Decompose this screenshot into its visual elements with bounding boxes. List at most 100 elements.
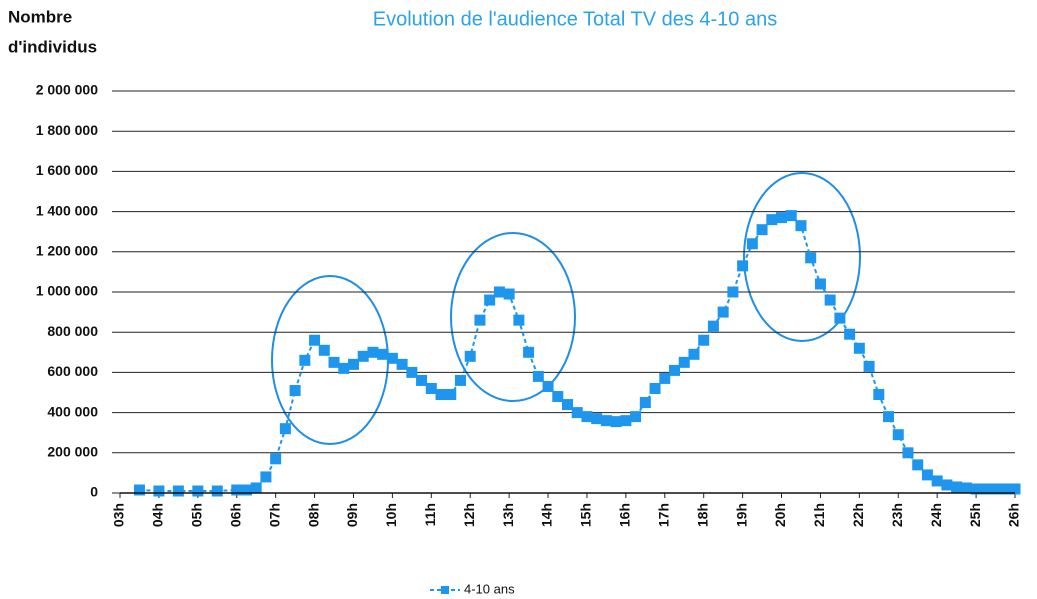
x-tick-label: 10h [383,503,399,527]
data-point [153,485,165,497]
data-point [960,482,972,494]
x-tick-label: 05h [189,503,205,527]
data-point [347,358,359,370]
y-tick-label: 0 [90,484,98,500]
data-point [406,366,418,378]
data-point [231,484,243,496]
data-point [464,350,476,362]
data-point [883,411,895,423]
data-point [289,384,301,396]
data-point [562,399,573,411]
data-point [367,346,379,358]
x-tick-label: 07h [266,503,282,527]
x-tick-label: 14h [539,503,555,527]
data-point [192,485,204,497]
data-point [309,334,321,346]
data-point [990,483,1002,495]
x-tick-label: 22h [850,503,866,527]
data-point [377,348,389,360]
data-point [532,370,544,382]
legend-marker [441,586,449,594]
data-point [912,459,924,471]
data-point [766,214,778,226]
data-point [416,374,428,386]
data-point [513,314,525,326]
data-point [678,356,690,368]
data-point [941,479,953,491]
data-point [669,364,681,376]
data-point [902,447,914,459]
data-point [474,314,486,326]
data-point [484,294,496,306]
data-point [639,397,651,409]
data-point [970,483,982,495]
data-point [542,380,554,392]
data-point [318,344,330,356]
data-point [591,413,603,425]
x-tick-label: 15h [578,503,594,527]
data-point [980,483,992,495]
data-point [659,372,671,384]
chart-title: Evolution de l'audience Total TV des 4-1… [373,8,777,30]
data-point [279,423,291,435]
data-point [814,278,826,290]
y-tick-label: 1 000 000 [36,283,98,299]
x-tick-label: 03h [111,503,127,527]
y-tick-label: 600 000 [47,363,98,379]
x-tick-label: 24h [928,503,944,527]
y-tick-label: 1 800 000 [36,122,98,138]
data-point [776,212,788,224]
data-point [600,415,612,427]
x-tick-label: 11h [422,503,438,526]
data-point [795,220,807,232]
data-point [581,411,593,423]
highlight-ellipse [743,172,861,342]
data-point [785,210,797,222]
data-point [1009,483,1021,495]
data-point [523,346,535,358]
data-point [688,348,700,360]
data-point [503,288,515,300]
data-point [737,260,749,272]
data-point [805,252,817,264]
x-tick-label: 23h [889,503,905,527]
y-tick-label: 2 000 000 [36,82,98,98]
data-point [824,294,836,306]
data-point [552,391,564,403]
data-point [873,389,885,401]
x-tick-label: 18h [694,503,710,527]
y-axis-label: Nombre [8,7,72,26]
x-tick-label: 12h [461,503,477,527]
y-tick-label: 200 000 [47,444,98,460]
data-point [853,342,865,354]
data-point [396,358,408,370]
y-tick-label: 400 000 [47,403,98,419]
data-point [260,471,272,483]
data-point [931,475,943,487]
highlight-ellipse [450,232,576,402]
series-line [139,214,1015,492]
y-tick-label: 1 600 000 [36,162,98,178]
data-point [892,429,904,441]
y-tick-label: 800 000 [47,323,98,339]
data-point [698,334,710,346]
data-point [630,411,642,423]
data-point [386,352,398,364]
data-point [435,389,447,401]
data-point [250,482,262,494]
data-point [834,312,846,324]
data-point [746,238,758,250]
data-point [756,224,768,236]
x-tick-label: 17h [655,503,671,527]
data-point [338,362,350,374]
data-point [999,483,1011,495]
data-point [571,407,583,419]
x-tick-label: 26h [1006,503,1022,527]
data-point [425,382,437,394]
data-point [707,320,719,332]
y-tick-label: 1 400 000 [36,202,98,218]
data-point [240,484,252,496]
y-tick-label: 1 200 000 [36,243,98,259]
data-point [921,469,933,481]
